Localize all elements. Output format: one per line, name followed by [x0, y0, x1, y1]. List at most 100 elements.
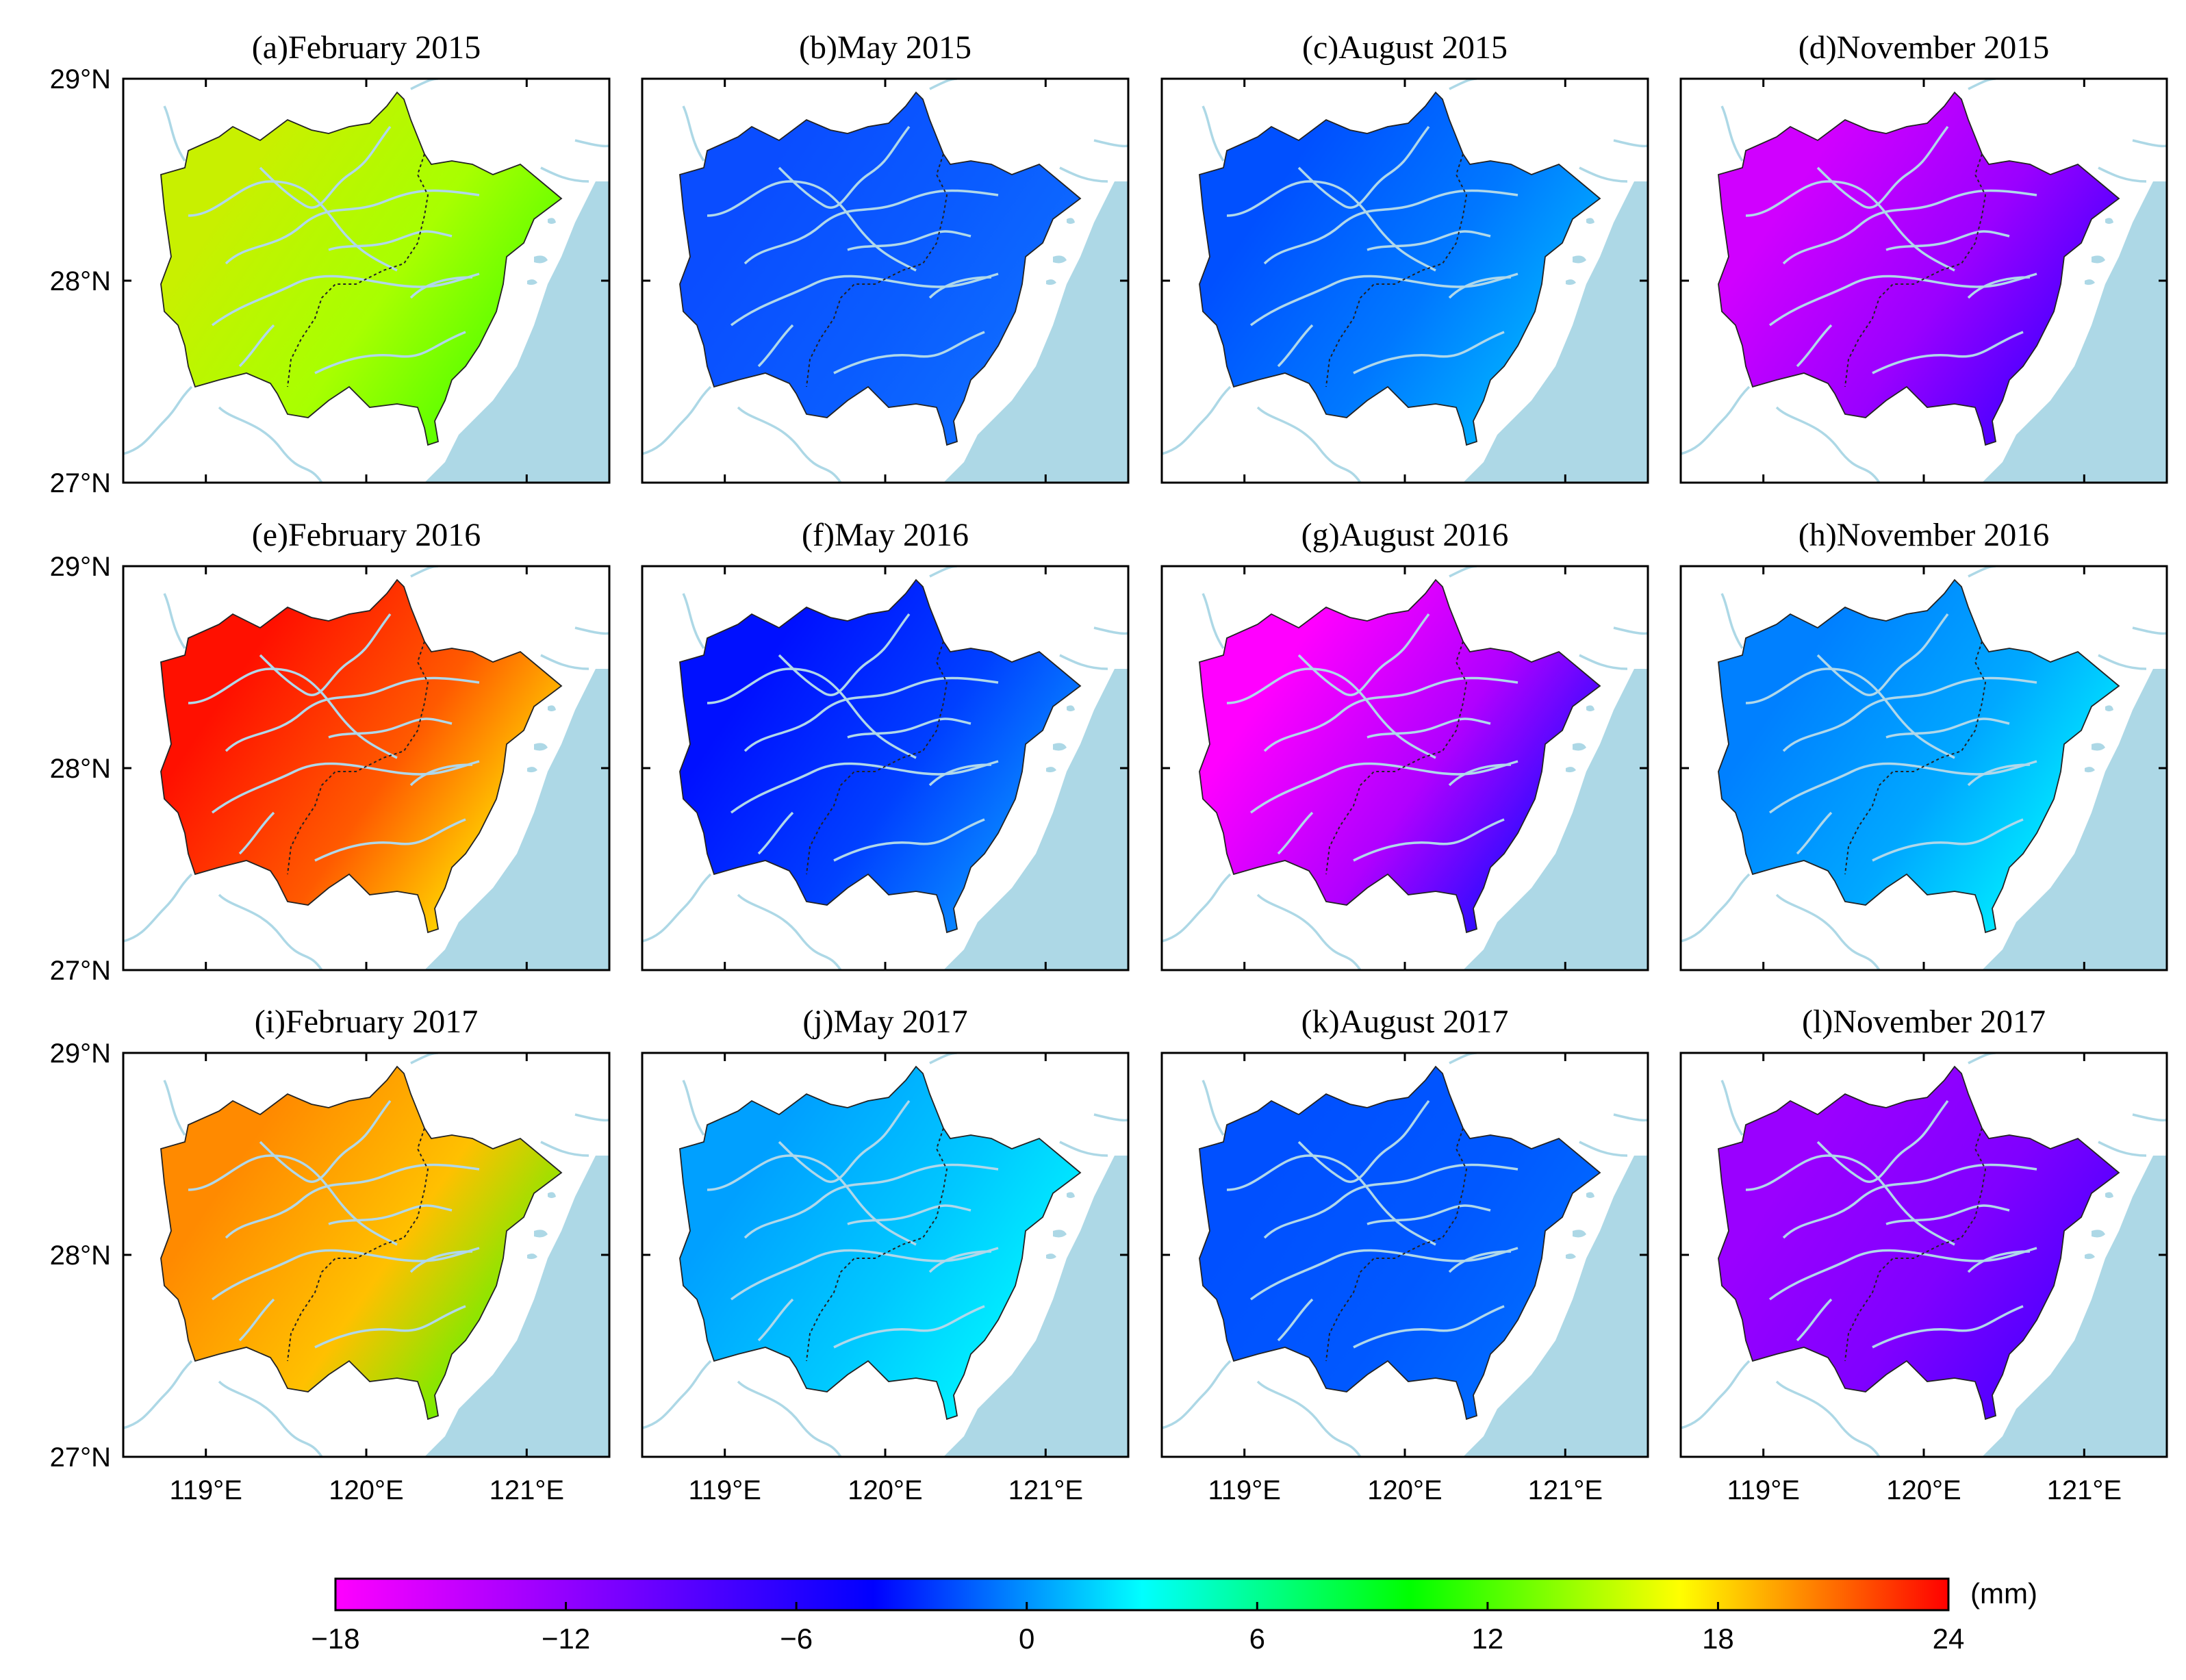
island — [2085, 767, 2095, 773]
region-outline — [679, 578, 1082, 934]
region-fill — [1718, 580, 2119, 932]
island — [548, 705, 556, 711]
sea — [1463, 669, 1648, 970]
river — [1297, 1099, 1430, 1183]
county-border — [1844, 641, 1987, 875]
river — [1872, 331, 2024, 374]
river — [211, 1247, 480, 1301]
county-border — [287, 153, 429, 387]
colorbar-tick-label: 12 — [1471, 1622, 1503, 1655]
river-outside — [218, 1380, 323, 1457]
river — [1263, 676, 1518, 752]
region-outline — [1718, 578, 2120, 934]
island — [2092, 255, 2105, 264]
island — [1053, 255, 1067, 264]
island — [1573, 255, 1586, 264]
river — [1782, 1163, 2037, 1239]
island — [2085, 1253, 2095, 1260]
lat-label: 28°N — [50, 754, 111, 784]
river — [1353, 818, 1505, 862]
river-outside — [642, 1360, 712, 1429]
river-outside — [1256, 1380, 1362, 1457]
river — [328, 230, 453, 251]
map-panel: (h)November 2016 — [1679, 517, 2168, 971]
river — [730, 272, 999, 327]
island — [2105, 705, 2113, 711]
river — [1745, 667, 1955, 759]
island — [2092, 1230, 2105, 1238]
lon-label: 119°E — [688, 1475, 761, 1505]
river-outside — [574, 626, 609, 635]
lon-label: 119°E — [1727, 1475, 1799, 1505]
map-panel: (e)February 2016 29°N 28°N 27°N — [50, 517, 611, 986]
river-outside — [682, 105, 705, 162]
region-fill — [161, 92, 561, 445]
river-outside — [642, 385, 712, 455]
colorbar: −18 −12 −6 0 6 12 18 24 (mm) — [311, 1577, 2037, 1655]
county-border — [806, 153, 948, 387]
panel-title: (h)November 2016 — [1799, 517, 2050, 553]
river — [833, 331, 985, 374]
river-outside — [1613, 1113, 1648, 1122]
region-fill — [161, 580, 561, 932]
sea — [943, 1156, 1128, 1457]
region-fill — [680, 580, 1080, 932]
river-outside — [574, 1113, 609, 1122]
river — [225, 676, 480, 752]
river-outside — [1202, 593, 1225, 649]
river — [188, 1154, 398, 1246]
island — [2105, 218, 2113, 224]
panel-title: (b)May 2015 — [799, 29, 971, 66]
lat-label: 27°N — [50, 956, 111, 986]
river-outside — [682, 1080, 705, 1136]
river — [928, 763, 992, 787]
river-outside — [540, 1141, 589, 1157]
river — [1263, 189, 1518, 265]
river — [1448, 763, 1512, 787]
panel-title: (a)February 2015 — [252, 29, 481, 66]
lon-label: 121°E — [490, 1475, 564, 1505]
river — [1249, 1247, 1518, 1301]
river — [225, 1163, 480, 1239]
river — [730, 1247, 999, 1301]
river — [238, 811, 275, 855]
county-border — [1325, 641, 1468, 875]
panel-title: (g)August 2016 — [1301, 517, 1509, 553]
river — [314, 818, 466, 862]
river-outside — [1579, 166, 1628, 183]
river — [1967, 763, 2031, 787]
river — [1885, 717, 2010, 739]
panel-title: (e)February 2016 — [252, 517, 481, 553]
region-outline — [1718, 1065, 2120, 1421]
river-outside — [1775, 1380, 1881, 1457]
river — [833, 818, 985, 862]
lon-label: 119°E — [1208, 1475, 1280, 1505]
lat-label: 28°N — [50, 266, 111, 296]
river — [1367, 230, 1491, 251]
river-outside — [1093, 1113, 1128, 1122]
river — [757, 811, 794, 855]
river — [1796, 811, 1833, 855]
river-outside — [2132, 1113, 2167, 1122]
river — [744, 189, 999, 265]
island — [527, 767, 537, 773]
river — [778, 125, 911, 209]
river-outside — [218, 406, 323, 483]
region-outline — [1199, 1065, 1601, 1421]
river-outside — [1775, 893, 1881, 970]
sea — [424, 669, 609, 970]
lat-label: 29°N — [50, 64, 111, 94]
county-border — [1844, 153, 1987, 387]
river-outside — [218, 893, 323, 970]
river — [1353, 331, 1505, 374]
sea — [943, 669, 1128, 970]
island — [1586, 218, 1594, 224]
river — [928, 1250, 992, 1273]
island — [1046, 767, 1056, 773]
river — [1885, 230, 2010, 251]
river — [1816, 1099, 1949, 1183]
region-outline — [160, 1065, 563, 1421]
river — [188, 180, 398, 272]
river — [1249, 272, 1518, 327]
